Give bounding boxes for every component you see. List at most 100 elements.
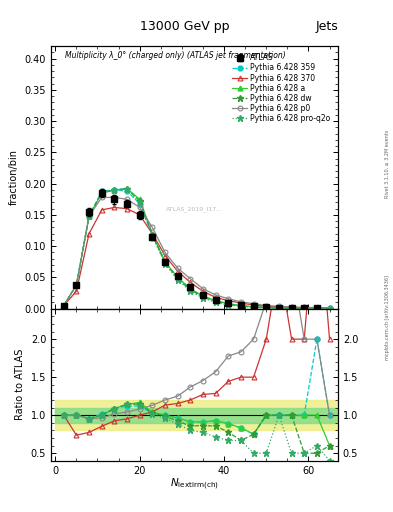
Pythia 6.428 p0 <box>61 303 66 309</box>
Pythia 6.428 pro-q2o <box>137 199 142 205</box>
Line: Pythia 6.428 pro-q2o: Pythia 6.428 pro-q2o <box>61 185 332 312</box>
Line: Pythia 6.428 dw: Pythia 6.428 dw <box>61 185 332 312</box>
Pythia 6.428 359 <box>87 213 92 219</box>
Pythia 6.428 a <box>226 301 231 307</box>
Pythia 6.428 pro-q2o <box>302 305 307 311</box>
Pythia 6.428 pro-q2o <box>239 303 243 309</box>
Pythia 6.428 370 <box>99 207 104 213</box>
Line: Pythia 6.428 a: Pythia 6.428 a <box>61 186 332 311</box>
Pythia 6.428 dw <box>137 198 142 204</box>
Pythia 6.428 pro-q2o <box>264 305 269 311</box>
Pythia 6.428 p0 <box>112 195 117 201</box>
Pythia 6.428 a <box>74 282 79 288</box>
Pythia 6.428 p0 <box>277 303 281 309</box>
Pythia 6.428 359 <box>125 188 129 194</box>
Pythia 6.428 pro-q2o <box>226 302 231 308</box>
Pythia 6.428 359 <box>61 303 66 309</box>
Pythia 6.428 370 <box>251 302 256 308</box>
Pythia 6.428 370 <box>163 252 167 259</box>
Pythia 6.428 dw <box>289 305 294 311</box>
Pythia 6.428 dw <box>327 306 332 312</box>
Pythia 6.428 pro-q2o <box>213 300 218 306</box>
Pythia 6.428 dw <box>239 303 243 309</box>
Pythia 6.428 p0 <box>200 286 205 292</box>
Pythia 6.428 370 <box>239 300 243 306</box>
Pythia 6.428 370 <box>264 303 269 309</box>
Pythia 6.428 p0 <box>150 224 155 230</box>
Pythia 6.428 p0 <box>99 195 104 201</box>
Pythia 6.428 dw <box>112 187 117 193</box>
Pythia 6.428 p0 <box>251 301 256 307</box>
Pythia 6.428 a <box>289 305 294 311</box>
Pythia 6.428 p0 <box>226 295 231 302</box>
Pythia 6.428 pro-q2o <box>289 305 294 311</box>
Pythia 6.428 dw <box>226 301 231 307</box>
Pythia 6.428 a <box>150 230 155 237</box>
Pythia 6.428 p0 <box>125 196 129 202</box>
Pythia 6.428 pro-q2o <box>188 288 193 294</box>
Pythia 6.428 370 <box>74 288 79 294</box>
Pythia 6.428 359 <box>99 188 104 194</box>
Pythia 6.428 dw <box>150 232 155 238</box>
Pythia 6.428 p0 <box>175 265 180 271</box>
Pythia 6.428 pro-q2o <box>74 282 79 288</box>
Pythia 6.428 a <box>125 185 129 191</box>
Pythia 6.428 a <box>137 196 142 202</box>
Text: Jets: Jets <box>315 20 338 33</box>
Pythia 6.428 p0 <box>137 204 142 210</box>
Pythia 6.428 pro-q2o <box>61 303 66 309</box>
Pythia 6.428 pro-q2o <box>150 233 155 239</box>
Pythia 6.428 a <box>87 213 92 219</box>
Pythia 6.428 370 <box>150 230 155 237</box>
Text: ATLAS_2019_I17...: ATLAS_2019_I17... <box>166 206 223 212</box>
Pythia 6.428 dw <box>200 294 205 300</box>
Pythia 6.428 a <box>163 259 167 265</box>
Pythia 6.428 a <box>99 190 104 196</box>
Pythia 6.428 370 <box>175 268 180 274</box>
Text: 13000 GeV pp: 13000 GeV pp <box>140 20 230 33</box>
Pythia 6.428 370 <box>61 303 66 309</box>
Pythia 6.428 a <box>188 286 193 292</box>
Pythia 6.428 370 <box>327 305 332 311</box>
Pythia 6.428 p0 <box>188 275 193 282</box>
Text: Rivet 3.1.10, ≥ 3.2M events: Rivet 3.1.10, ≥ 3.2M events <box>385 130 389 198</box>
Pythia 6.428 359 <box>239 303 243 309</box>
Pythia 6.428 359 <box>175 274 180 281</box>
Pythia 6.428 a <box>112 187 117 193</box>
Pythia 6.428 370 <box>137 212 142 218</box>
Pythia 6.428 370 <box>200 288 205 294</box>
Pythia 6.428 359 <box>289 305 294 311</box>
Pythia 6.428 pro-q2o <box>125 185 129 191</box>
Pythia 6.428 a <box>213 297 218 304</box>
Pythia 6.428 pro-q2o <box>87 213 92 219</box>
Pythia 6.428 a <box>175 274 180 281</box>
Pythia 6.428 p0 <box>314 305 319 311</box>
Pythia 6.428 dw <box>125 185 129 191</box>
Pythia 6.428 pro-q2o <box>175 277 180 283</box>
Pythia 6.428 pro-q2o <box>200 295 205 301</box>
Pythia 6.428 a <box>239 303 243 309</box>
Pythia 6.428 p0 <box>239 299 243 305</box>
Pythia 6.428 p0 <box>264 303 269 309</box>
Pythia 6.428 dw <box>87 213 92 219</box>
Pythia 6.428 p0 <box>74 282 79 288</box>
Pythia 6.428 370 <box>314 305 319 311</box>
Pythia 6.428 p0 <box>327 305 332 311</box>
Pythia 6.428 dw <box>264 305 269 311</box>
Pythia 6.428 359 <box>137 201 142 207</box>
Pythia 6.428 359 <box>163 259 167 265</box>
Pythia 6.428 dw <box>163 260 167 266</box>
Pythia 6.428 pro-q2o <box>327 306 332 312</box>
Pythia 6.428 p0 <box>289 304 294 310</box>
Pythia 6.428 dw <box>188 287 193 293</box>
Pythia 6.428 a <box>251 304 256 310</box>
Pythia 6.428 p0 <box>213 292 218 298</box>
Pythia 6.428 pro-q2o <box>99 190 104 196</box>
Pythia 6.428 dw <box>99 190 104 196</box>
Pythia 6.428 p0 <box>87 213 92 219</box>
Pythia 6.428 dw <box>61 303 66 309</box>
Pythia 6.428 pro-q2o <box>251 305 256 311</box>
Pythia 6.428 a <box>302 305 307 311</box>
Pythia 6.428 359 <box>200 293 205 300</box>
Pythia 6.428 359 <box>264 305 269 311</box>
